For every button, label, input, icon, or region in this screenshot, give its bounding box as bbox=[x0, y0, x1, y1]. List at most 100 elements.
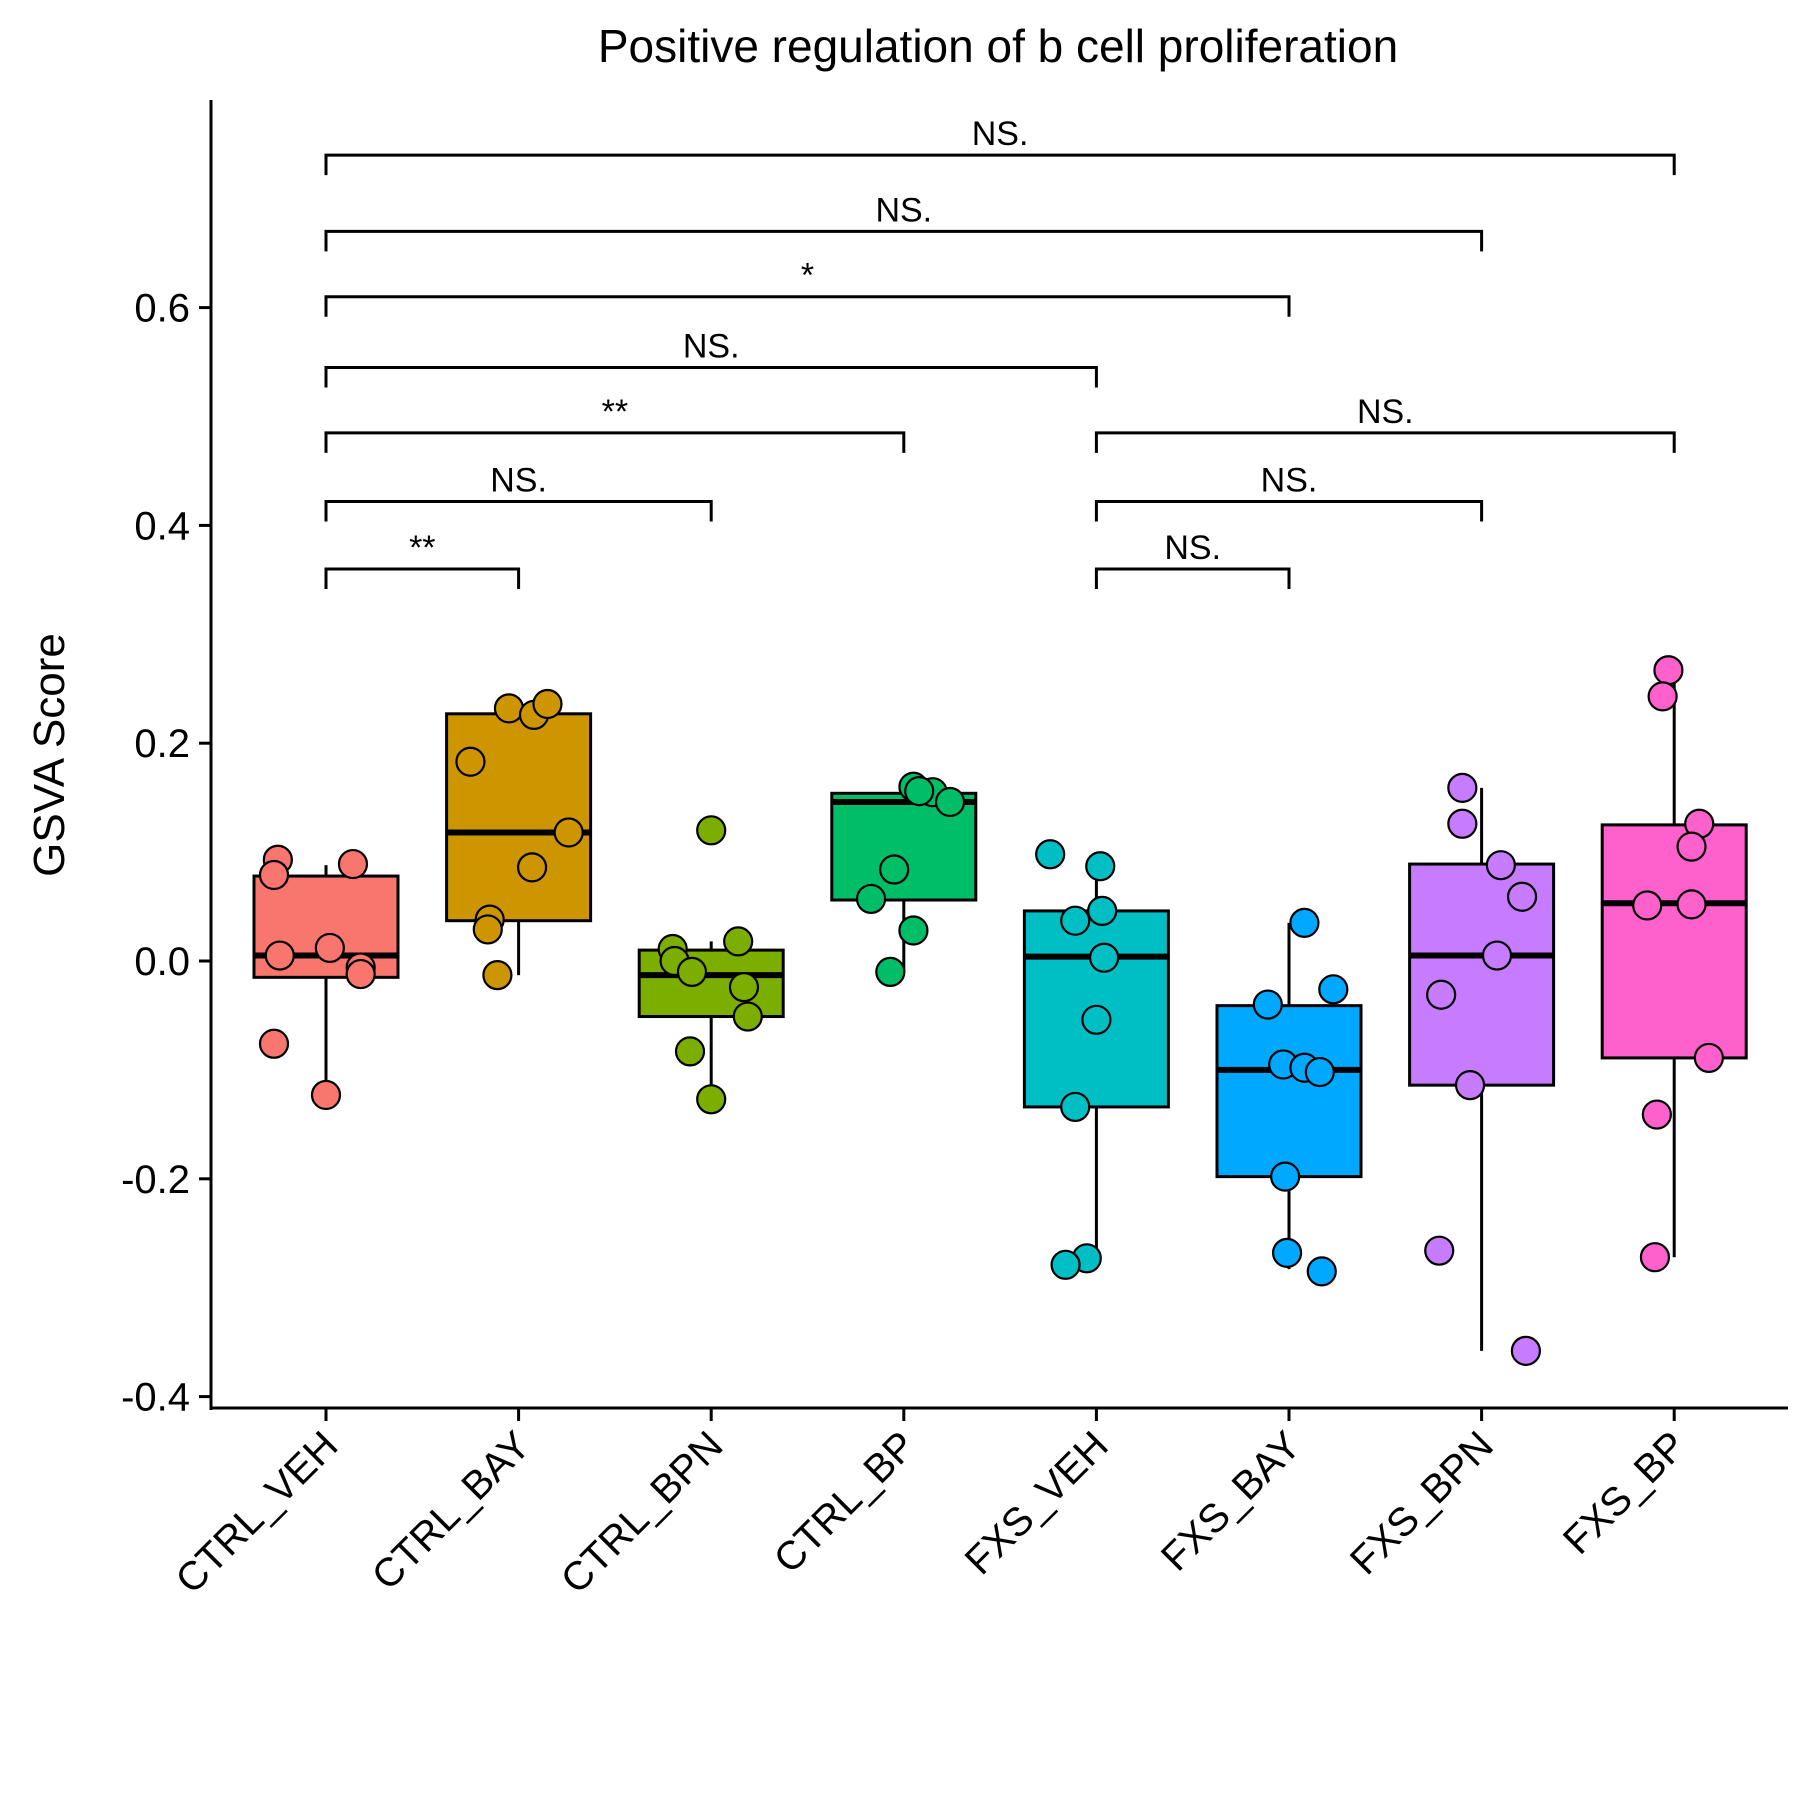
significance-bracket: ** bbox=[324, 529, 521, 589]
data-point bbox=[728, 972, 760, 1003]
y-tick-label: 0.6 bbox=[134, 287, 190, 331]
data-point bbox=[532, 688, 563, 720]
data-point bbox=[898, 915, 929, 946]
x-tick-label: CTRL_BAY bbox=[364, 1423, 539, 1598]
significance-label: ** bbox=[602, 393, 628, 431]
box-fxs_bpn bbox=[1408, 787, 1556, 1351]
bracket-line bbox=[324, 295, 1291, 317]
box-fxs_bay bbox=[1215, 922, 1363, 1270]
significance-bracket: NS. bbox=[1094, 529, 1291, 589]
data-point bbox=[1481, 940, 1513, 971]
data-point bbox=[875, 956, 906, 987]
data-point bbox=[723, 926, 754, 957]
y-tick-label: -0.2 bbox=[121, 1158, 190, 1202]
y-axis-label: GSVA Score bbox=[25, 633, 74, 877]
data-point bbox=[345, 958, 376, 990]
significance-label: * bbox=[801, 257, 814, 295]
data-point bbox=[1304, 1056, 1335, 1088]
y-tick-label: 0.4 bbox=[134, 504, 190, 548]
x-tick-label: CTRL_BPN bbox=[553, 1423, 732, 1602]
box-body bbox=[445, 712, 593, 923]
significance-label: NS. bbox=[972, 115, 1029, 153]
data-point bbox=[482, 960, 513, 991]
y-ticks: -0.4 -0.2 0.0 0.2 0.4 0.6 bbox=[121, 287, 211, 1420]
data-point bbox=[258, 859, 290, 891]
bracket-line bbox=[1094, 431, 1676, 453]
data-point bbox=[1426, 979, 1457, 1010]
data-point bbox=[1653, 655, 1684, 686]
x-tick-label: FXS_VEH bbox=[957, 1423, 1117, 1583]
significance-label: ** bbox=[409, 529, 435, 567]
data-point bbox=[1050, 1249, 1081, 1280]
box-body bbox=[1600, 823, 1748, 1060]
bracket-line bbox=[324, 365, 1098, 388]
data-point bbox=[455, 746, 486, 777]
bracket-line bbox=[324, 567, 521, 589]
data-point bbox=[1252, 989, 1283, 1020]
x-tick-label: CTRL_BP bbox=[766, 1423, 924, 1581]
data-point bbox=[1676, 831, 1707, 862]
data-point bbox=[904, 776, 935, 807]
data-point bbox=[264, 940, 295, 971]
data-point bbox=[1506, 881, 1538, 912]
data-point bbox=[674, 1036, 706, 1067]
data-point bbox=[676, 956, 708, 987]
bracket-line bbox=[324, 153, 1676, 176]
significance-bracket: ** bbox=[324, 393, 906, 453]
data-point bbox=[855, 883, 887, 915]
data-point bbox=[1676, 889, 1707, 920]
chart-title: Positive regulation of b cell proliferat… bbox=[598, 20, 1398, 72]
x-tick-label: FXS_BPN bbox=[1342, 1423, 1502, 1583]
data-point bbox=[732, 1001, 763, 1032]
significance-bracket: NS. bbox=[324, 191, 1484, 252]
data-point bbox=[1454, 1070, 1486, 1101]
data-point bbox=[1510, 1335, 1541, 1366]
significance-label: NS. bbox=[875, 191, 932, 229]
data-point bbox=[553, 817, 584, 848]
bracket-line bbox=[1094, 499, 1484, 522]
bracket-line bbox=[324, 229, 1484, 252]
data-point bbox=[934, 786, 966, 818]
data-point bbox=[1318, 974, 1349, 1005]
data-point bbox=[516, 852, 548, 883]
box-ctrl_bay bbox=[445, 703, 593, 976]
data-point bbox=[1270, 1161, 1301, 1192]
data-point bbox=[314, 932, 345, 964]
data-point bbox=[1447, 772, 1478, 803]
x-tick-label: FXS_BAY bbox=[1153, 1423, 1309, 1579]
y-tick-label: 0.0 bbox=[134, 940, 190, 984]
box-fxs_veh bbox=[1022, 866, 1170, 1259]
data-point bbox=[1060, 905, 1091, 936]
x-ticks: CTRL_VEH CTRL_BAY CTRL_BPN CTRL_BP FXS_VEH FX… bbox=[167, 1408, 1695, 1602]
box-fxs_bp bbox=[1600, 670, 1748, 1258]
data-point bbox=[1647, 681, 1678, 712]
axes bbox=[209, 100, 1788, 1410]
bracket-line bbox=[324, 431, 906, 453]
data-point bbox=[1085, 851, 1116, 882]
data-point bbox=[1639, 1242, 1671, 1273]
significance-label: NS. bbox=[1164, 529, 1221, 567]
data-point bbox=[696, 815, 727, 846]
data-point bbox=[1424, 1235, 1455, 1266]
significance-bracket: NS. bbox=[324, 327, 1098, 388]
data-point bbox=[1089, 942, 1120, 973]
significance-label: NS. bbox=[683, 327, 740, 365]
data-point bbox=[310, 1079, 342, 1111]
x-tick-label: CTRL_VEH bbox=[167, 1423, 346, 1602]
data-point bbox=[472, 914, 503, 945]
data-point bbox=[1306, 1256, 1337, 1287]
data-point bbox=[1485, 850, 1516, 881]
data-point bbox=[1447, 808, 1478, 839]
significance-label: NS. bbox=[1357, 393, 1414, 431]
boxes bbox=[252, 670, 1748, 1351]
data-point bbox=[1641, 1099, 1672, 1130]
data-point bbox=[696, 1084, 727, 1115]
data-point bbox=[1081, 1004, 1112, 1035]
significance-bracket: NS. bbox=[324, 461, 713, 522]
data-point bbox=[1087, 895, 1118, 927]
significance-label: NS. bbox=[1261, 461, 1318, 499]
significance-bracket: NS. bbox=[1094, 393, 1676, 453]
significance-bracket: * bbox=[324, 257, 1291, 317]
bracket-line bbox=[1094, 567, 1291, 589]
data-point bbox=[258, 1028, 290, 1059]
